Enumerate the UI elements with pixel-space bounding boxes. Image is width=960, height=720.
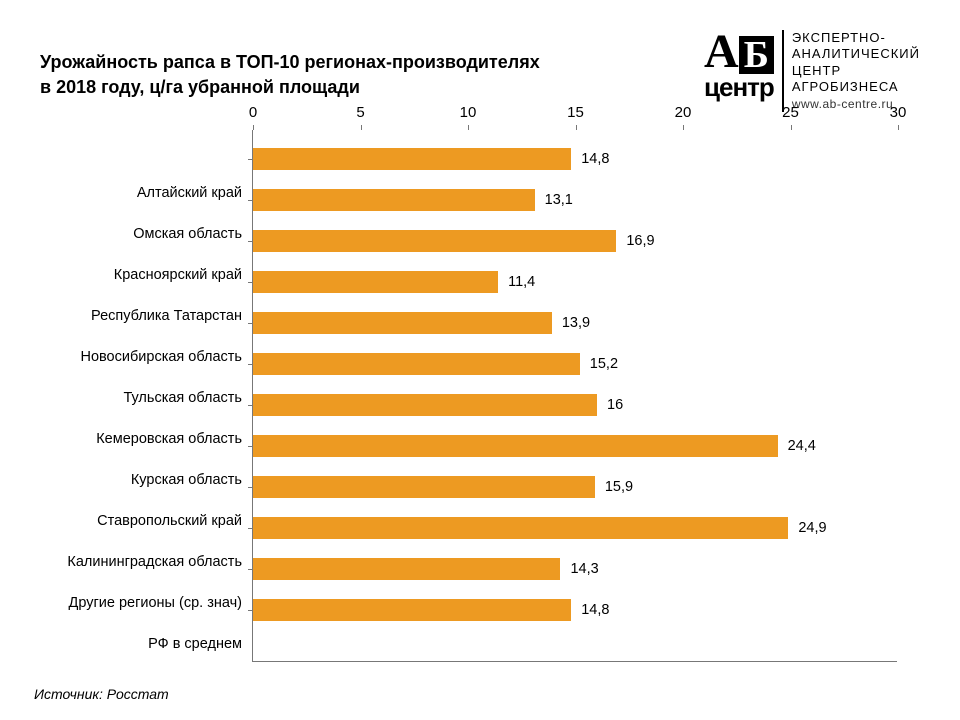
logo-centr-text: центр: [704, 72, 774, 103]
y-axis-label: Алтайский край: [137, 185, 242, 201]
x-tick-label: 30: [890, 104, 907, 121]
bar-value-label: 11,4: [508, 274, 535, 290]
logo-separator: [782, 30, 784, 112]
bar: [253, 558, 560, 580]
chart-plot: 05101520253014,813,116,911,413,915,21624…: [252, 130, 897, 662]
bar: [253, 353, 580, 375]
x-tick-label: 25: [782, 104, 799, 121]
chart-title: Урожайность рапса в ТОП-10 регионах-прои…: [40, 30, 540, 100]
y-axis-label: Тульская область: [123, 390, 242, 406]
y-axis-label: Красноярский край: [114, 267, 242, 283]
title-line-2: в 2018 году, ц/га убранной площади: [40, 75, 540, 100]
logo-tagline: ЭКСПЕРТНО- АНАЛИТИЧЕСКИЙ ЦЕНТР АГРОБИЗНЕ…: [792, 30, 920, 112]
logo-letter-a: А: [704, 30, 739, 73]
bar: [253, 148, 571, 170]
bar-row: 14,3: [253, 558, 560, 580]
x-tick-label: 0: [249, 104, 257, 121]
y-axis-label: РФ в среднем: [148, 636, 242, 652]
bar-row: 16: [253, 394, 597, 416]
y-axis-label: Республика Татарстан: [91, 308, 242, 324]
bar-value-label: 24,4: [788, 438, 816, 454]
logo-letter-b: Б: [739, 36, 774, 74]
y-axis-label: Новосибирская область: [80, 349, 242, 365]
bar-row: 15,9: [253, 476, 595, 498]
bar: [253, 312, 552, 334]
bar-row: 13,9: [253, 312, 552, 334]
y-axis-label: Другие регионы (ср. знач): [69, 595, 242, 611]
y-axis-label: Калининградская область: [67, 554, 242, 570]
bar-value-label: 13,1: [545, 192, 573, 208]
bar-value-label: 14,8: [581, 151, 609, 167]
bar-value-label: 16: [607, 397, 623, 413]
logo-tag-4: АГРОБИЗНЕСА: [792, 79, 920, 95]
y-axis-labels: Алтайский край Омская область Красноярский…: [40, 166, 248, 662]
bar-row: 14,8: [253, 148, 571, 170]
x-tick-label: 5: [356, 104, 364, 121]
bar-row: 14,8: [253, 599, 571, 621]
bar-row: 13,1: [253, 189, 535, 211]
logo-tag-2: АНАЛИТИЧЕСКИЙ: [792, 46, 920, 62]
chart: Алтайский край Омская область Красноярский…: [40, 130, 910, 670]
bar-value-label: 24,9: [798, 520, 826, 536]
source-text: Источник: Росстат: [34, 686, 169, 702]
bar-row: 16,9: [253, 230, 616, 252]
logo-mark: А Б центр: [704, 30, 774, 103]
logo: А Б центр ЭКСПЕРТНО- АНАЛИТИЧЕСКИЙ ЦЕНТР…: [704, 30, 920, 112]
title-line-1: Урожайность рапса в ТОП-10 регионах-прои…: [40, 50, 540, 75]
bar: [253, 271, 498, 293]
bar: [253, 230, 616, 252]
x-tick-label: 10: [460, 104, 477, 121]
bar-value-label: 14,3: [570, 561, 598, 577]
bar: [253, 394, 597, 416]
bar-value-label: 15,2: [590, 356, 618, 372]
logo-tag-1: ЭКСПЕРТНО-: [792, 30, 920, 46]
bar-value-label: 16,9: [626, 233, 654, 249]
bar: [253, 435, 778, 457]
bar-value-label: 15,9: [605, 479, 633, 495]
bar-row: 24,4: [253, 435, 778, 457]
bar-value-label: 14,8: [581, 602, 609, 618]
y-axis-label: Ставропольский край: [97, 513, 242, 529]
bar-row: 24,9: [253, 517, 788, 539]
y-axis-label: Кемеровская область: [96, 431, 242, 447]
bar-row: 15,2: [253, 353, 580, 375]
bar: [253, 599, 571, 621]
bar-row: 11,4: [253, 271, 498, 293]
y-axis-label: Курская область: [131, 472, 242, 488]
x-tick-label: 20: [675, 104, 692, 121]
bar-value-label: 13,9: [562, 315, 590, 331]
bar: [253, 517, 788, 539]
header: Урожайность рапса в ТОП-10 регионах-прои…: [40, 30, 920, 112]
x-tick-label: 15: [567, 104, 584, 121]
bar: [253, 189, 535, 211]
bar: [253, 476, 595, 498]
logo-tag-3: ЦЕНТР: [792, 63, 920, 79]
y-axis-label: Омская область: [133, 226, 242, 242]
